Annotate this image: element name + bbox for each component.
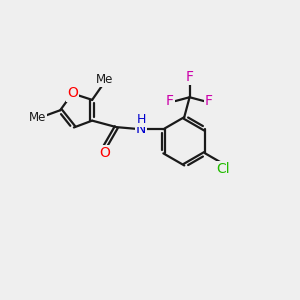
Text: N: N (136, 122, 146, 136)
Text: Me: Me (29, 112, 46, 124)
Text: F: F (186, 70, 194, 84)
Text: H: H (136, 113, 146, 126)
Text: Cl: Cl (217, 162, 230, 176)
Text: F: F (166, 94, 174, 108)
Text: Me: Me (96, 73, 114, 86)
Text: O: O (99, 146, 110, 160)
Text: O: O (67, 86, 78, 100)
Text: F: F (205, 94, 213, 108)
